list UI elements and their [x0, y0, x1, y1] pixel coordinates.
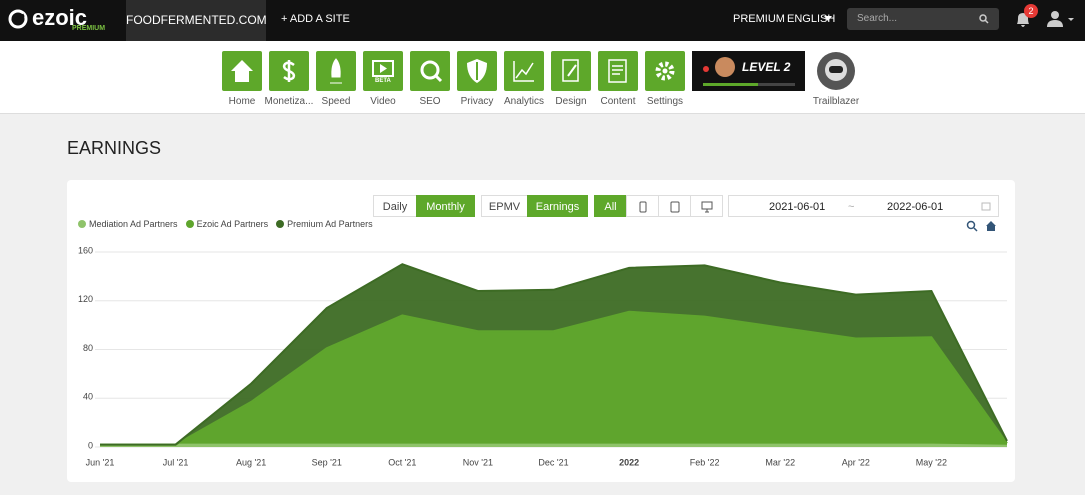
- x-tick-label: Mar '22: [765, 457, 795, 467]
- area-line: [100, 263, 1008, 446]
- nav-button[interactable]: [504, 51, 544, 91]
- level-label: LEVEL 2: [742, 60, 791, 74]
- y-tick-label: 40: [83, 392, 93, 402]
- calendar-icon: [981, 202, 991, 211]
- nav-label: Speed: [321, 96, 351, 107]
- nav-button[interactable]: [645, 51, 685, 91]
- add-site[interactable]: + ADD A SITE: [281, 13, 350, 25]
- logo-icon: [8, 9, 28, 29]
- zoom-controls[interactable]: [966, 220, 1000, 233]
- nav-label: Analytics: [503, 96, 544, 107]
- level-box[interactable]: LEVEL 2: [692, 51, 805, 91]
- caret: [824, 16, 832, 21]
- nav-label: Privacy: [460, 96, 494, 107]
- all-devices-button[interactable]: All: [594, 195, 627, 217]
- avatar: [715, 57, 735, 77]
- trailblazer-label: Trailblazer: [812, 96, 860, 107]
- legend-item[interactable]: Mediation Ad Partners: [78, 219, 178, 229]
- y-tick-label: 80: [83, 343, 93, 353]
- language[interactable]: ENGLISH: [787, 13, 836, 25]
- legend-swatch: [276, 220, 285, 228]
- date-from: 2021-06-01: [769, 201, 826, 213]
- user-icon[interactable]: [1046, 10, 1076, 28]
- nav-button[interactable]: [222, 51, 262, 91]
- daily-button[interactable]: Daily: [373, 195, 417, 217]
- legend-swatch: [78, 220, 86, 228]
- logo[interactable]: ezoic: [32, 5, 88, 30]
- premium-link[interactable]: PREMIUM: [733, 13, 785, 25]
- area-line: [100, 310, 1008, 446]
- beta-badge: BETA: [375, 78, 391, 84]
- nav-button[interactable]: [410, 51, 450, 91]
- legend: Mediation Ad Partners Ezoic Ad Partners Pr…: [78, 219, 373, 229]
- nav-label: Design: [555, 96, 587, 107]
- x-tick-label: May '22: [916, 457, 947, 467]
- date-to: 2022-06-01: [887, 201, 944, 213]
- nav-button[interactable]: [551, 51, 591, 91]
- y-tick-label: 0: [88, 440, 93, 450]
- nav-label: Home: [228, 96, 256, 107]
- x-tick-label: Aug '21: [236, 457, 266, 467]
- epmv-button[interactable]: EPMV: [481, 195, 528, 217]
- nav-button[interactable]: [598, 51, 638, 91]
- x-tick-label: Nov '21: [463, 457, 493, 467]
- level-dot: [703, 66, 709, 72]
- nav-label: Settings: [646, 96, 684, 107]
- logo-sub: PREMIUM: [72, 25, 106, 32]
- mobile-button[interactable]: [626, 195, 659, 217]
- x-tick-label: 2022: [619, 457, 639, 467]
- nav-label: Monetiza...: [264, 96, 314, 107]
- top-bar: ezoic PREMIUM FOODFERMENTED.COM + ADD A …: [0, 0, 1085, 41]
- x-tick-label: Dec '21: [538, 457, 568, 467]
- x-tick-label: Jun '21: [86, 457, 115, 467]
- search-placeholder: Search...: [857, 13, 898, 24]
- chart: 0 40 80 120 160 Jun '21 Jul '21 Aug '21 Sep '21 O…: [78, 245, 1008, 467]
- nav-button[interactable]: [269, 51, 309, 91]
- level-progress: [703, 83, 795, 86]
- nav-label: Content: [600, 96, 636, 107]
- legend-label: Premium Ad Partners: [287, 219, 373, 229]
- nav-button[interactable]: [457, 51, 497, 91]
- y-tick-label: 120: [78, 294, 93, 304]
- nav-button[interactable]: [316, 51, 356, 91]
- page-title: EARNINGS: [67, 138, 162, 158]
- monthly-button[interactable]: Monthly: [416, 195, 475, 217]
- legend-swatch: [185, 220, 194, 228]
- tablet-button[interactable]: [658, 195, 691, 217]
- search-icon: [979, 14, 989, 24]
- legend-label: Mediation Ad Partners: [89, 219, 178, 229]
- x-tick-label: Oct '21: [388, 457, 416, 467]
- x-tick-label: Jul '21: [163, 457, 189, 467]
- trailblazer-icon[interactable]: [816, 51, 856, 91]
- x-tick-label: Apr '22: [842, 457, 870, 467]
- date-separator: ~: [848, 201, 855, 213]
- legend-item[interactable]: Ezoic Ad Partners: [185, 219, 269, 229]
- legend-item[interactable]: Premium Ad Partners: [276, 219, 373, 229]
- x-tick-label: Feb '22: [690, 457, 720, 467]
- site-tab[interactable]: FOODFERMENTED.COM: [126, 0, 267, 41]
- search-box[interactable]: Search...: [847, 8, 999, 30]
- nav-label: Video: [370, 96, 396, 107]
- earnings-button[interactable]: Earnings: [527, 195, 588, 217]
- legend-label: Ezoic Ad Partners: [196, 219, 269, 229]
- desktop-button[interactable]: [690, 195, 723, 217]
- date-range[interactable]: 2021-06-01 ~ 2022-06-01: [728, 195, 999, 217]
- area-line: [100, 443, 1008, 447]
- notification-badge: 2: [1024, 4, 1038, 18]
- nav-button[interactable]: BETA: [363, 51, 403, 91]
- x-tick-label: Sep '21: [312, 457, 342, 467]
- nav-bar: LEVEL 2 Trailblazer Home Monetiza... Speed…: [0, 41, 1085, 114]
- nav-label: SEO: [419, 96, 441, 107]
- y-tick-label: 160: [78, 245, 93, 255]
- area: [100, 311, 1007, 446]
